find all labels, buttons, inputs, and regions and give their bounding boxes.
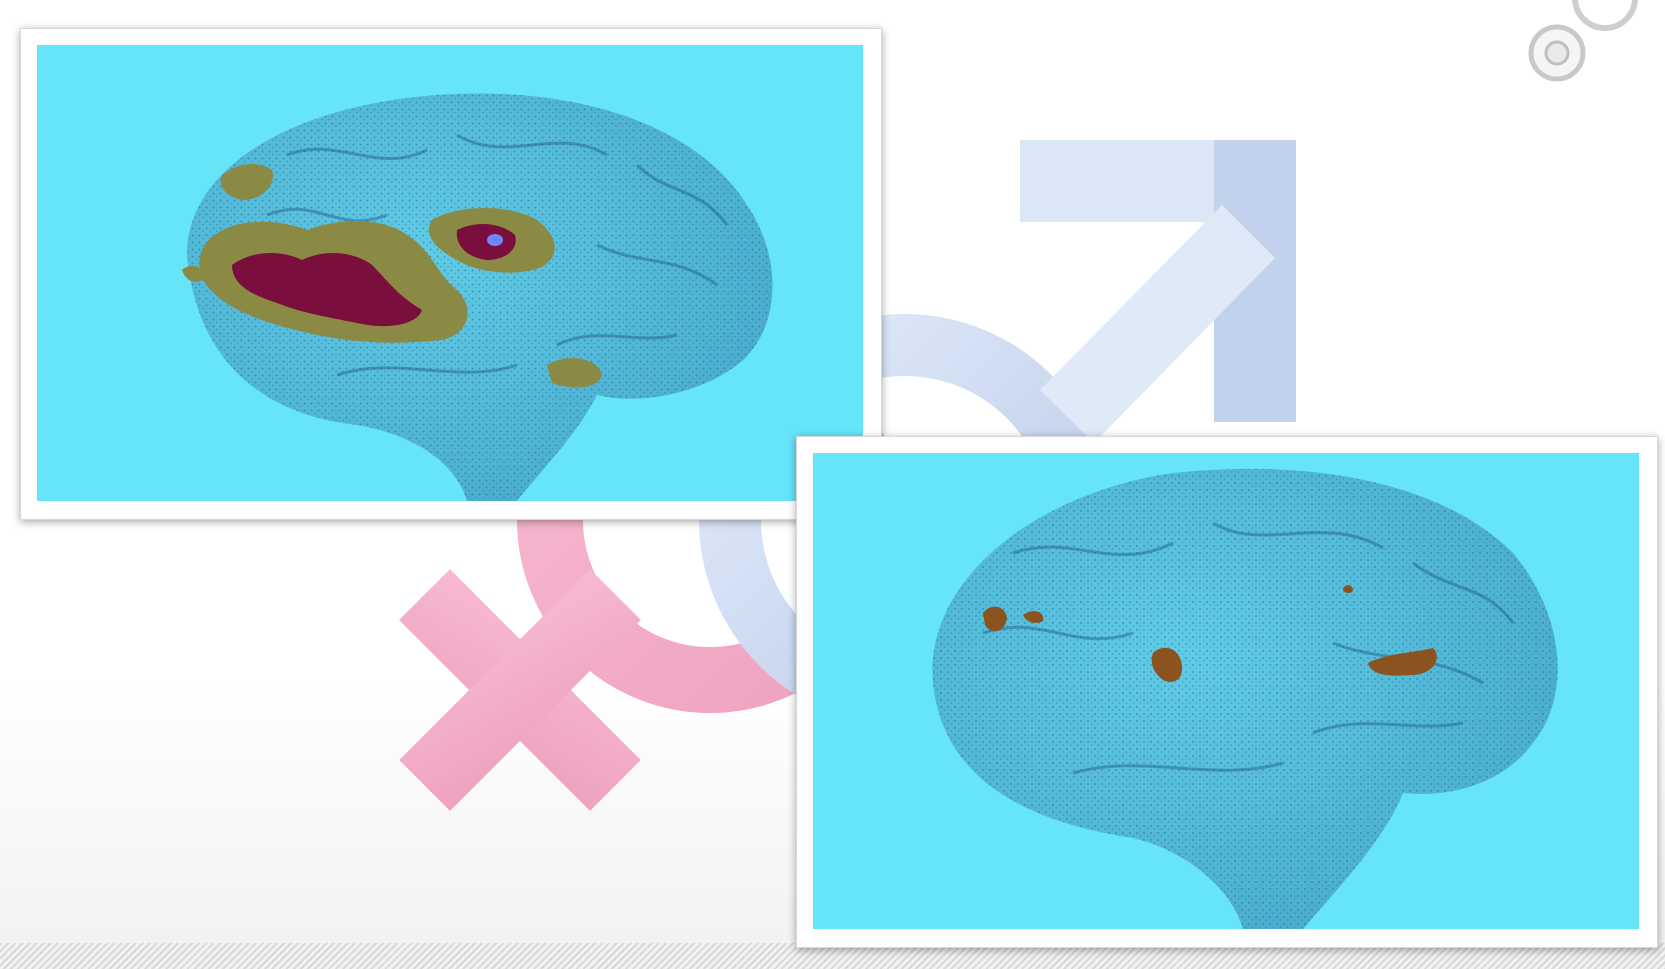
brain-image-left: [37, 45, 863, 501]
brain-silhouette: [187, 93, 773, 501]
activation-regions: [983, 585, 1437, 682]
male-symbol-icon: [699, 140, 1296, 726]
brain-scan-photo-left: [20, 28, 882, 520]
brain-image-right: [813, 453, 1639, 929]
brain-silhouette: [932, 468, 1558, 929]
brain-scan-photo-right: [796, 436, 1658, 948]
activation-regions: [182, 163, 602, 388]
